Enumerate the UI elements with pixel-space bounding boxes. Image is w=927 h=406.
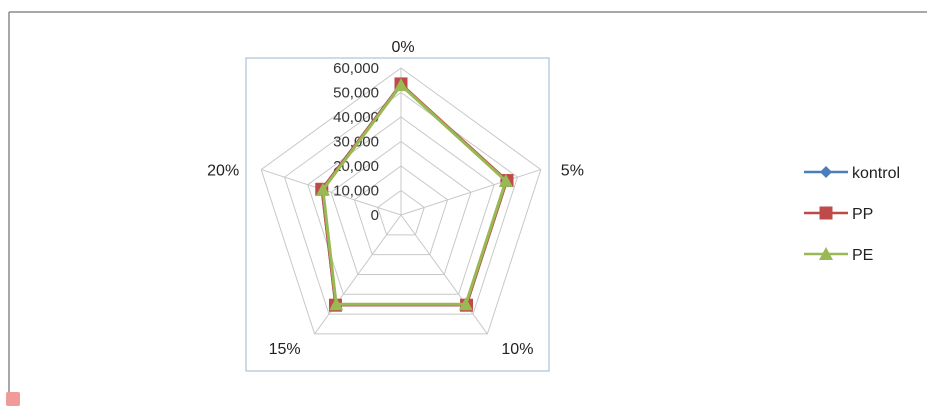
legend-label-PE: PE — [852, 247, 873, 264]
grid-ring-2 — [353, 165, 449, 256]
axis-label-15pct: 15% — [269, 341, 301, 358]
axis-label-5pct: 5% — [561, 163, 584, 180]
tick-label: 50,000 — [333, 85, 379, 102]
data-point-PE-1 — [498, 173, 513, 187]
legend-label-PP: PP — [852, 206, 873, 223]
grid-spoke-4 — [261, 169, 402, 216]
data-point-PE-4 — [315, 182, 330, 196]
legend-marker-PE — [819, 247, 833, 260]
axis-label-0pct: 0% — [391, 39, 414, 56]
grid-ring-3 — [330, 140, 472, 275]
grid-spoke-2 — [400, 214, 488, 335]
axis-label-20pct: 20% — [207, 163, 239, 180]
legend: kontrol PP PE — [804, 165, 900, 264]
tick-label: 40,000 — [333, 109, 379, 126]
grid-spoke-3 — [314, 214, 402, 335]
tick-label: 0 — [371, 207, 379, 224]
plot-area-border — [245, 57, 550, 372]
series-PE — [315, 78, 513, 311]
grid-ring-4 — [307, 116, 495, 295]
series-layer — [315, 77, 514, 312]
corner-marker-icon — [6, 392, 20, 406]
legend-marker-PP — [819, 206, 833, 220]
grid-ring-5 — [283, 91, 519, 315]
data-point-PE-3 — [329, 297, 344, 311]
tick-label: 60,000 — [333, 60, 379, 77]
series-line-PE — [321, 83, 508, 306]
grid-spoke-1 — [400, 169, 541, 216]
tick-label: 10,000 — [333, 183, 379, 200]
data-point-PE-2 — [458, 297, 473, 311]
data-point-PE-0 — [394, 78, 408, 92]
legend-label-kontrol: kontrol — [852, 165, 900, 182]
grid-ring-6 — [260, 67, 542, 335]
radar-grid — [260, 67, 542, 335]
legend-marker-kontrol — [820, 166, 832, 178]
category-axis-labels: 0% 5% 10% 15% 20% — [207, 39, 584, 358]
grid-ring-1 — [377, 189, 425, 236]
axis-label-10pct: 10% — [501, 341, 533, 358]
